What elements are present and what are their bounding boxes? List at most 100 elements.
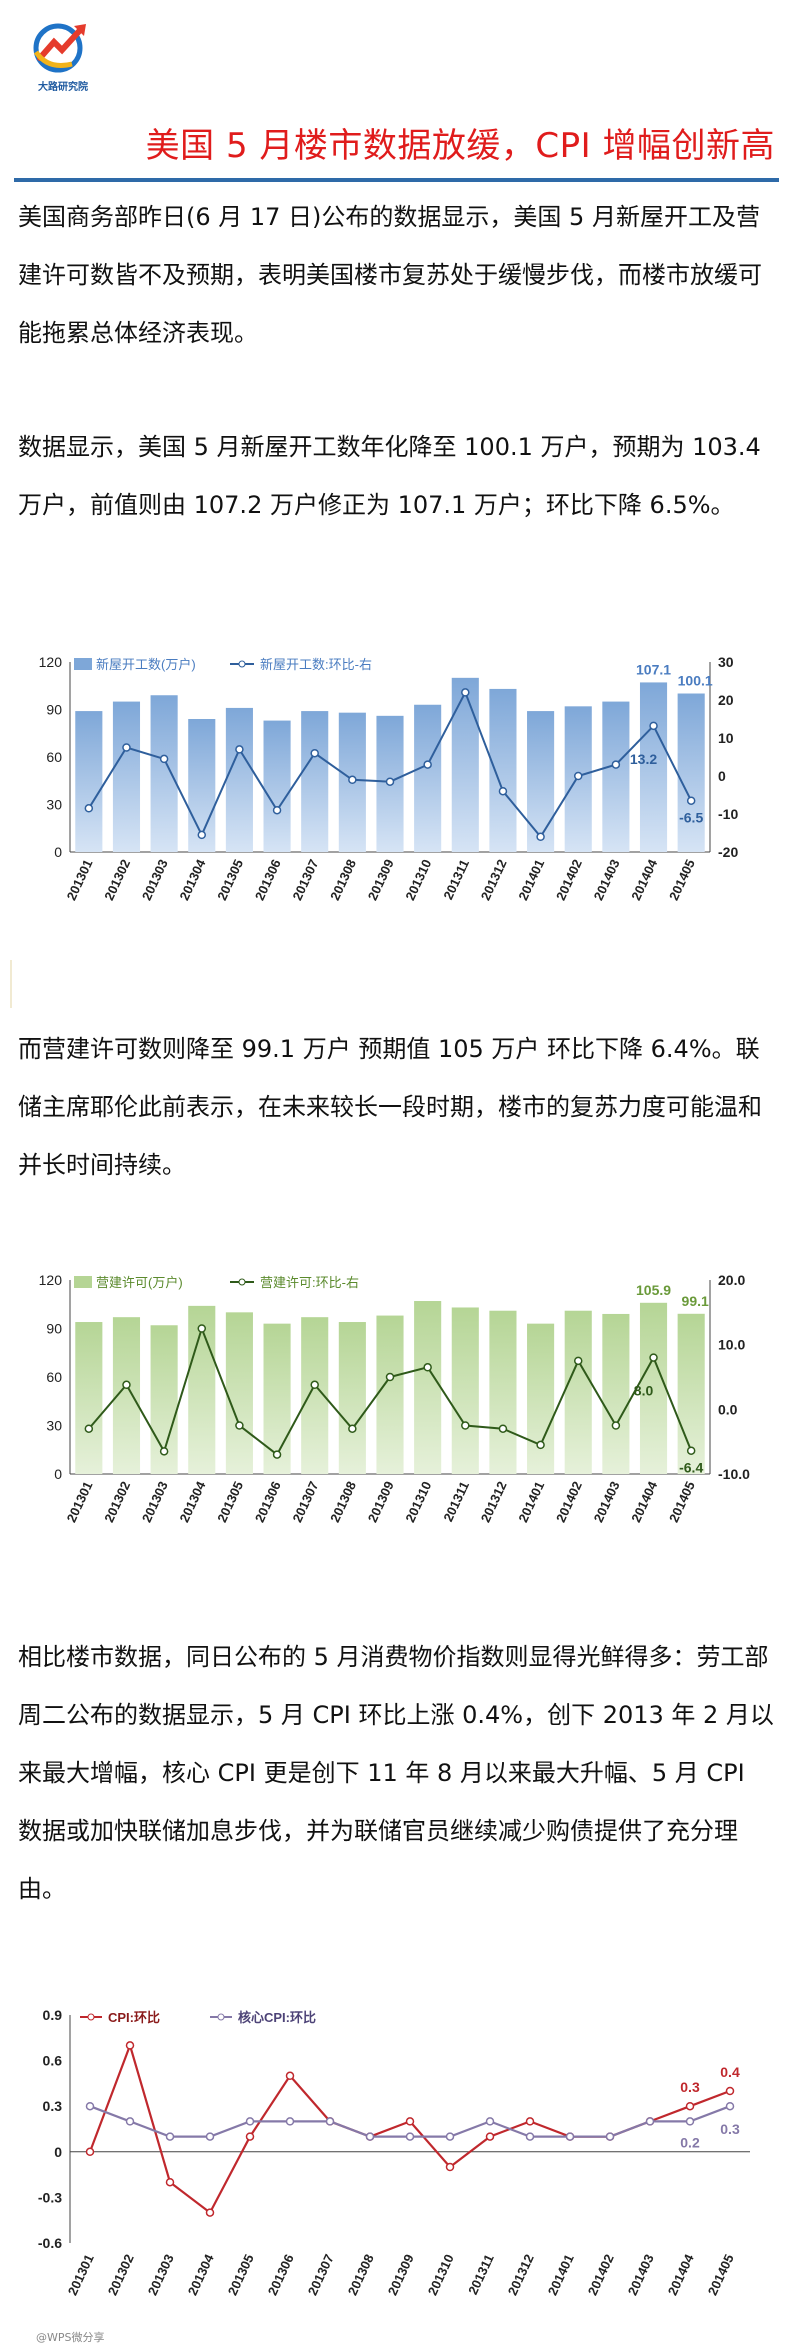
y-tick-label: -0.3 — [38, 2189, 62, 2205]
line-point — [385, 777, 395, 786]
x-tick-label: 201402 — [585, 2252, 617, 2298]
line-point — [165, 2132, 175, 2141]
y-tick-label-left: 90 — [46, 702, 62, 718]
line-point — [485, 2132, 495, 2141]
data-label: 0.4 — [720, 2064, 740, 2080]
x-tick-label: 201309 — [385, 2252, 417, 2298]
y-tick-label-left: 0 — [54, 844, 62, 860]
x-tick-label: 201303 — [139, 857, 171, 903]
data-label: -6.4 — [679, 1460, 703, 1476]
x-tick-label: 201307 — [305, 2252, 337, 2298]
x-tick-label: 201402 — [553, 857, 585, 903]
logo-mark-icon — [33, 23, 86, 73]
legend-label-line: 新屋开工数:环比-右 — [260, 657, 372, 672]
line-point — [84, 804, 94, 813]
x-tick-label: 201308 — [345, 2252, 377, 2298]
y-tick-label-right: 20 — [718, 692, 734, 708]
line-point — [205, 2132, 215, 2141]
bar — [188, 1305, 216, 1474]
line-point — [125, 2041, 135, 2050]
line-point — [573, 1356, 583, 1366]
line-point — [605, 2132, 615, 2141]
line-point — [536, 832, 545, 842]
x-tick-label: 201402 — [553, 1479, 585, 1525]
legend-label: 核心CPI:环比 — [238, 2010, 316, 2025]
y-tick-label-left: 120 — [39, 654, 63, 670]
data-label: 99.1 — [682, 1293, 709, 1309]
y-tick-label: 0 — [54, 2144, 62, 2160]
line-point — [125, 2117, 135, 2126]
housing-starts-chart: 0 30 60 90 120 -20 -10 0 10 20 30 201301 201302 20130… — [10, 632, 780, 957]
x-tick-label: 201305 — [225, 2252, 257, 2298]
y-tick-label-right: 10.0 — [718, 1337, 745, 1353]
data-label: -6.5 — [679, 810, 703, 826]
line-point — [725, 2101, 735, 2111]
x-tick-label: 201404 — [628, 856, 660, 902]
line-point — [498, 1424, 508, 1433]
x-tick-label: 201312 — [478, 1479, 510, 1525]
line-point — [498, 786, 508, 796]
bar — [451, 677, 479, 852]
y-tick-label-left: 30 — [46, 1418, 62, 1434]
bar — [75, 1322, 103, 1474]
bar — [602, 1313, 630, 1474]
line-point — [159, 754, 169, 764]
x-tick-label: 201401 — [545, 2252, 577, 2298]
paragraph-intro: 美国商务部昨日(6 月 17 日)公布的数据显示，美国 5 月新屋开工及营建许可… — [18, 203, 762, 347]
y-tick-label-right: -10.0 — [718, 1466, 750, 1482]
y-tick-label-right: 0 — [718, 768, 726, 784]
line-point — [165, 2177, 175, 2187]
x-tick-label: 201302 — [105, 2252, 137, 2298]
bar — [451, 1307, 479, 1474]
x-tick-label: 201305 — [214, 857, 246, 903]
x-tick-label: 201304 — [177, 1478, 209, 1524]
bar — [639, 682, 668, 852]
data-label: 107.1 — [636, 661, 671, 677]
line-point — [525, 2132, 535, 2141]
line-point — [85, 2101, 95, 2111]
line-point — [461, 1421, 470, 1430]
x-tick-label: 201310 — [402, 857, 434, 903]
cpi-chart: -0.6 -0.3 0 0.3 0.6 0.9 201301 201302 201303 2013… — [10, 1985, 780, 2330]
line-point — [197, 1324, 207, 1333]
x-tick-label: 201311 — [440, 1479, 472, 1524]
logo: 大路研究院 — [28, 18, 98, 98]
line-point — [573, 771, 583, 781]
x-tick-label: 201401 — [515, 857, 547, 903]
y-tick-label: -0.6 — [38, 2235, 62, 2251]
line-point — [649, 721, 658, 731]
line-point — [485, 2117, 495, 2126]
line-point — [365, 2132, 375, 2141]
x-tick-label: 201310 — [402, 1479, 434, 1525]
data-label: 100.1 — [678, 673, 713, 689]
bar — [564, 1310, 592, 1474]
paragraph-housing-starts: 数据显示，美国 5 月新屋开工数年化降至 100.1 万户，预期为 103.4 … — [18, 433, 761, 519]
bar — [489, 688, 517, 852]
x-tick-label: 201312 — [478, 857, 510, 903]
x-tick-label: 201309 — [365, 857, 397, 903]
x-tick-label: 201404 — [628, 1478, 660, 1524]
line-point — [310, 1380, 319, 1390]
line-point — [649, 1353, 658, 1362]
y-tick-label-right: 20.0 — [718, 1272, 745, 1288]
x-tick-label: 201303 — [145, 2252, 177, 2298]
line-point — [205, 2208, 215, 2217]
page-title: 美国 5 月楼市数据放缓，CPI 增幅创新高 — [145, 126, 775, 166]
data-label: 0.3 — [680, 2079, 700, 2095]
x-tick-label: 201309 — [365, 1479, 397, 1525]
x-tick-label: 201308 — [327, 1479, 359, 1525]
legend-swatch-marker — [217, 2013, 225, 2021]
x-tick-label: 201302 — [101, 857, 133, 903]
bar — [376, 1315, 404, 1474]
line-point — [423, 760, 432, 769]
y-tick-label: 0.9 — [43, 2007, 63, 2023]
line-point — [272, 1450, 282, 1459]
y-tick-label-left: 120 — [39, 1272, 63, 1288]
y-tick-label-right: -20 — [718, 844, 738, 860]
line-point — [197, 830, 207, 840]
x-tick-label: 201404 — [665, 2251, 697, 2297]
bar — [639, 1302, 668, 1474]
